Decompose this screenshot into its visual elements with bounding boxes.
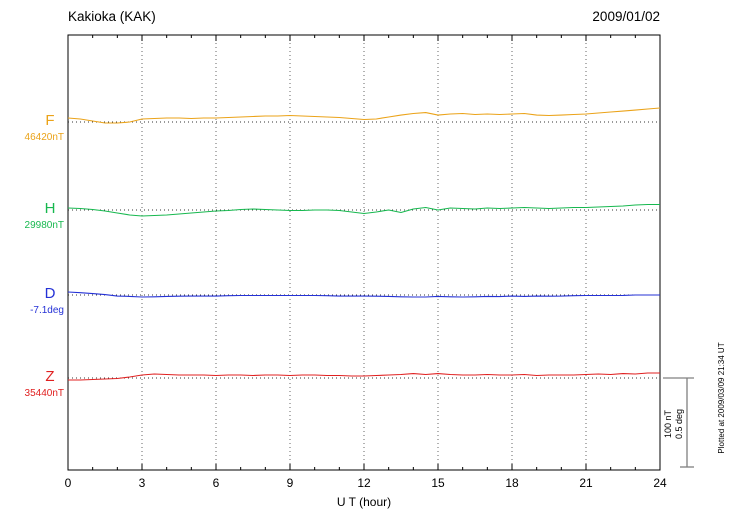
scalebar-label-nt: 100 nT <box>663 409 673 438</box>
x-tick-label: 21 <box>579 476 593 490</box>
series-value-D: -7.1deg <box>30 305 64 316</box>
series-value-Z: 35440nT <box>25 388 64 399</box>
series-value-F: 46420nT <box>25 132 64 143</box>
x-tick-label: 18 <box>505 476 519 490</box>
x-tick-label: 15 <box>431 476 445 490</box>
x-tick-label: 6 <box>213 476 220 490</box>
plot-frame <box>67 34 661 471</box>
trace-D <box>67 291 660 298</box>
trace-F <box>67 107 661 124</box>
series-letter-H: H <box>45 200 56 217</box>
plot-area: 0 3 6 9 12 15 18 21 24 F 46420nT H 29980nT D -7.1deg Z 3… <box>25 34 694 490</box>
x-tick-label: 12 <box>357 476 371 490</box>
x-tick-label: 9 <box>287 476 294 490</box>
series-value-H: 29980nT <box>25 220 64 231</box>
scalebar-label-deg: 0.5 deg <box>674 409 684 439</box>
date-label: 2009/01/02 <box>592 9 660 24</box>
trace-H <box>67 203 660 217</box>
station-title: Kakioka (KAK) <box>68 9 156 24</box>
trace-Z <box>68 372 660 381</box>
plotted-at-note: Plotted at 2009/03/09 21:34 UT <box>717 342 726 453</box>
x-axis-label: U T (hour) <box>337 495 391 509</box>
x-tick-label: 0 <box>65 476 72 490</box>
x-tick-label: 24 <box>653 476 667 490</box>
series-letter-F: F <box>45 112 54 129</box>
x-tick-label: 3 <box>139 476 146 490</box>
series-letter-D: D <box>45 285 56 302</box>
series-letter-Z: Z <box>45 368 54 385</box>
